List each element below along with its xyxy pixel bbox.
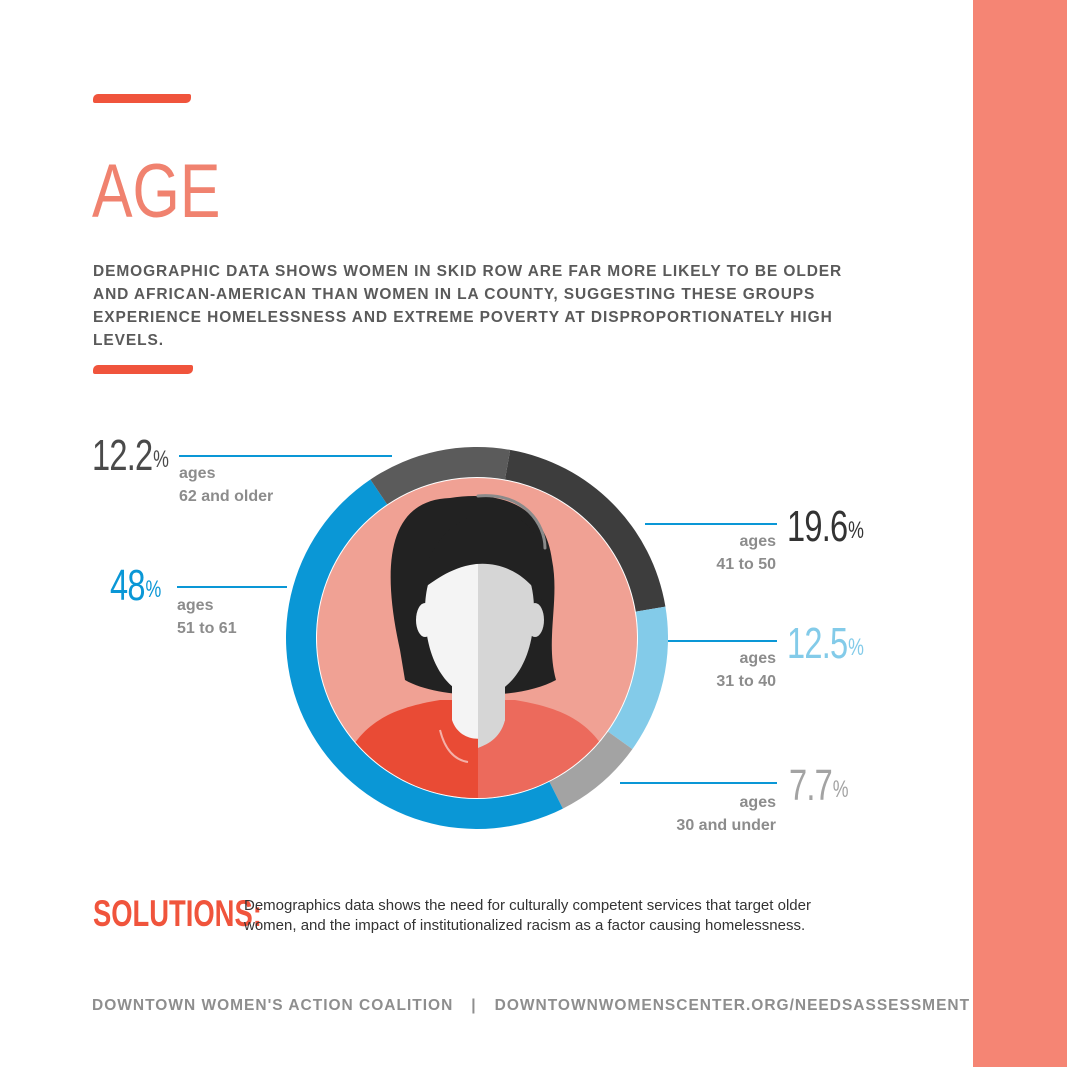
solutions-text: Demographics data shows the need for cul… <box>244 897 811 934</box>
woman-portrait-icon <box>317 478 637 798</box>
page-title: AGE <box>92 149 221 234</box>
callout-value-62-older: 12.2% <box>92 431 169 480</box>
face-right <box>478 540 534 698</box>
footer: DOWNTOWN WOMEN'S ACTION COALITION | DOWNTO… <box>92 997 970 1015</box>
segment-51-61 <box>286 479 563 829</box>
segment-62-older <box>370 446 511 505</box>
footer-org: DOWNTOWN WOMEN'S ACTION COALITION <box>92 997 454 1014</box>
callout-value-30-under: 7.7% <box>789 761 849 810</box>
callout-label-62-older: ages 62 and older <box>179 465 274 505</box>
segment-31-40 <box>607 606 668 750</box>
intro-text: DEMOGRAPHIC DATA SHOWS WOMEN IN SKID ROW… <box>93 263 843 349</box>
callout-value-41-50: 19.6% <box>787 502 864 551</box>
callout-leader-lines <box>177 455 777 784</box>
callout-label-51-61: ages 51 to 61 <box>177 597 237 637</box>
segment-30-under <box>549 731 633 809</box>
face-left <box>425 540 478 698</box>
footer-url: DOWNTOWNWOMENSCENTER.ORG/NEEDSASSESSMENT <box>494 997 971 1014</box>
callout-value-51-61: 48% <box>110 561 161 610</box>
section-accent-bar <box>93 365 193 374</box>
portrait-figure <box>330 494 625 798</box>
top-accent-bar <box>93 94 191 103</box>
side-color-band <box>973 0 1067 1067</box>
callout-label-30-under: ages 30 and under <box>676 794 776 834</box>
callout-value-31-40: 12.5% <box>787 619 864 668</box>
segment-41-50 <box>504 449 666 612</box>
solutions-heading: SOLUTIONS: <box>93 893 262 934</box>
donut-ring <box>286 446 668 829</box>
footer-separator: | <box>471 997 477 1014</box>
callout-label-31-40: ages 31 to 40 <box>716 650 776 690</box>
callout-label-41-50: ages 41 to 50 <box>716 533 776 573</box>
